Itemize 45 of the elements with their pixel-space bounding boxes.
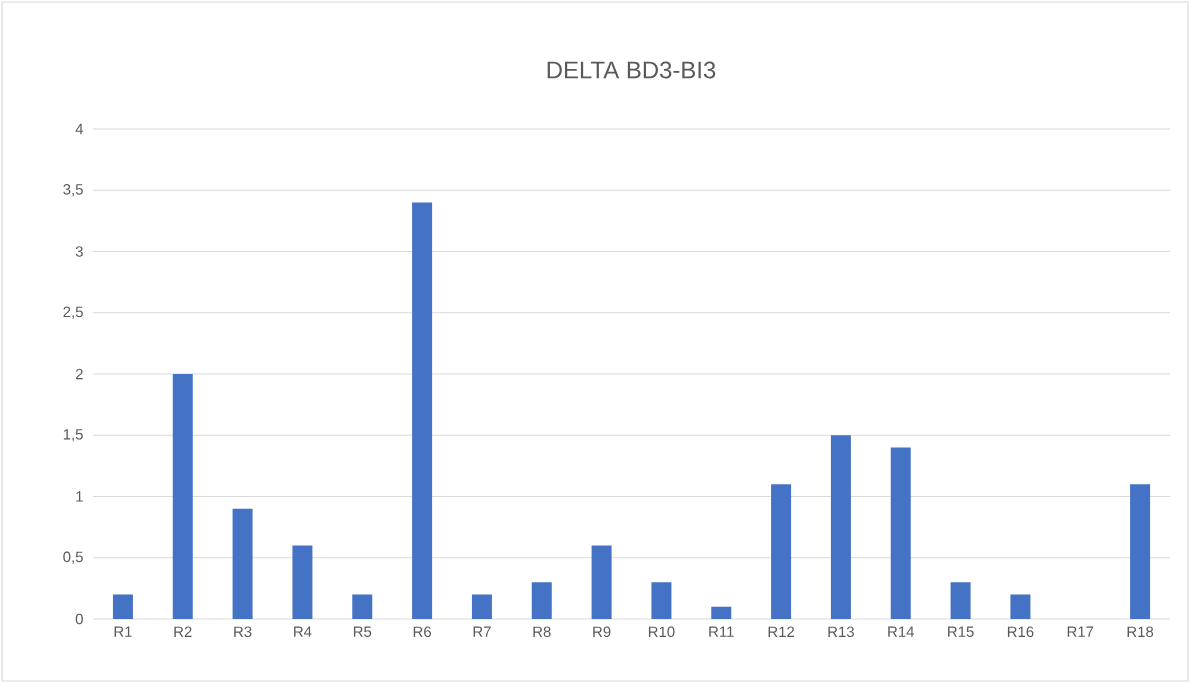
bar (232, 508, 253, 619)
bar (950, 582, 971, 619)
bar (651, 582, 672, 619)
x-tick-label: R15 (948, 626, 974, 637)
bar (1130, 484, 1151, 619)
y-tick-label: 0,5 (63, 551, 83, 564)
bar (412, 202, 433, 619)
x-tick-label: R8 (533, 626, 551, 638)
x-tick-label: R18 (1127, 626, 1154, 638)
bar (771, 484, 792, 619)
y-tick-label: 1,5 (63, 429, 83, 442)
x-tick-label: R7 (473, 626, 491, 637)
x-tick-label: R4 (294, 626, 312, 637)
x-tick-label: R1 (114, 626, 132, 637)
bar (172, 373, 193, 619)
bar (591, 545, 612, 619)
x-tick-label: R10 (648, 626, 675, 638)
y-tick-label: 2,5 (63, 306, 83, 319)
x-tick-label: R6 (413, 626, 431, 638)
bar (1010, 594, 1031, 619)
x-tick-label: R11 (709, 626, 734, 637)
x-tick-label: R13 (828, 626, 854, 638)
y-tick-label: 2 (75, 368, 83, 380)
x-tick-label: R5 (353, 626, 372, 637)
y-tick-label: 4 (75, 123, 84, 135)
x-tick-label: R2 (174, 626, 192, 637)
bar (292, 545, 313, 619)
x-tick-label: R14 (888, 626, 915, 637)
bar (531, 582, 552, 619)
x-tick-label: R16 (1007, 626, 1034, 638)
bar (352, 594, 373, 619)
x-tick-label: R17 (1067, 626, 1094, 637)
x-tick-label: R9 (593, 626, 611, 638)
y-tick-label: 3 (75, 246, 83, 257)
bar (471, 594, 492, 619)
x-tick-label: R12 (768, 626, 795, 637)
bar (112, 594, 133, 619)
y-tick-label: 1 (76, 491, 83, 502)
bar (711, 606, 732, 619)
bar (830, 435, 851, 619)
y-tick-label: 0 (75, 613, 83, 625)
chart-title: DELTA BD3-BI3 (547, 61, 716, 79)
x-tick-label: R3 (234, 626, 252, 638)
y-tick-label: 3,5 (63, 184, 83, 197)
bar (890, 447, 911, 619)
